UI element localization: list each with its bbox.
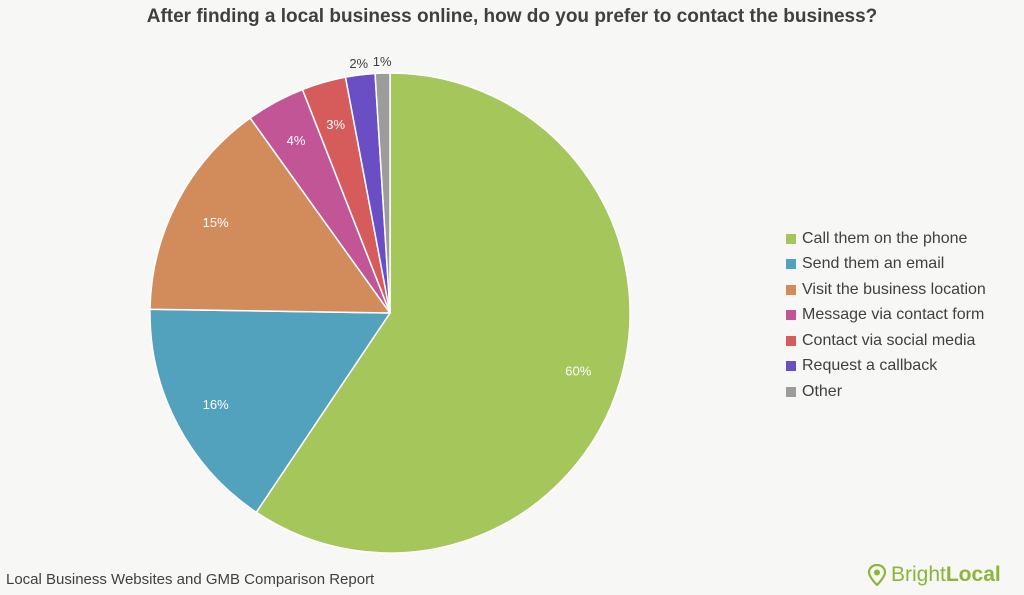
slice-label-0: 60% [565,363,591,378]
legend-item-5: Request a callback [786,354,986,380]
legend-item-2: Visit the business location [786,277,986,303]
chart-legend: Call them on the phone Send them an email… [786,226,986,405]
legend-swatch [786,386,796,397]
legend-label: Other [802,382,843,400]
brand-name-part2: Local [945,563,1001,586]
pie-slice-6 [374,72,391,314]
legend-swatch [786,361,796,372]
legend-item-6: Other [786,379,986,405]
slice-label-4: 3% [326,117,345,132]
pie-slice-2 [149,116,392,314]
slice-label-5: 2% [349,56,368,71]
legend-label: Call them on the phone [802,229,968,247]
legend-item-3: Message via contact form [786,303,986,329]
legend-swatch [786,233,796,244]
pie-slice-1 [149,308,392,514]
legend-label: Send them an email [802,255,945,273]
map-pin-icon [867,564,887,586]
report-footer: Local Business Websites and GMB Comparis… [6,571,375,588]
brand-name-part1: Bright [891,563,946,586]
legend-swatch [786,335,796,346]
pie-slice-0 [255,72,631,554]
brightlocal-logo: Bright Local [867,563,1001,587]
chart-title: After finding a local business online, h… [146,6,878,27]
legend-label: Message via contact form [802,306,985,324]
legend-item-0: Call them on the phone [786,226,986,252]
legend-item-4: Contact via social media [786,328,986,354]
legend-label: Contact via social media [802,331,976,349]
legend-swatch [786,310,796,321]
legend-label: Request a callback [802,357,938,375]
legend-swatch [786,259,796,270]
slice-label-1: 16% [203,397,229,412]
slice-label-3: 4% [287,133,306,148]
slice-label-6: 1% [373,54,392,69]
legend-label: Visit the business location [802,280,986,298]
slice-label-2: 15% [203,215,229,230]
legend-swatch [786,284,796,295]
legend-item-1: Send them an email [786,252,986,278]
